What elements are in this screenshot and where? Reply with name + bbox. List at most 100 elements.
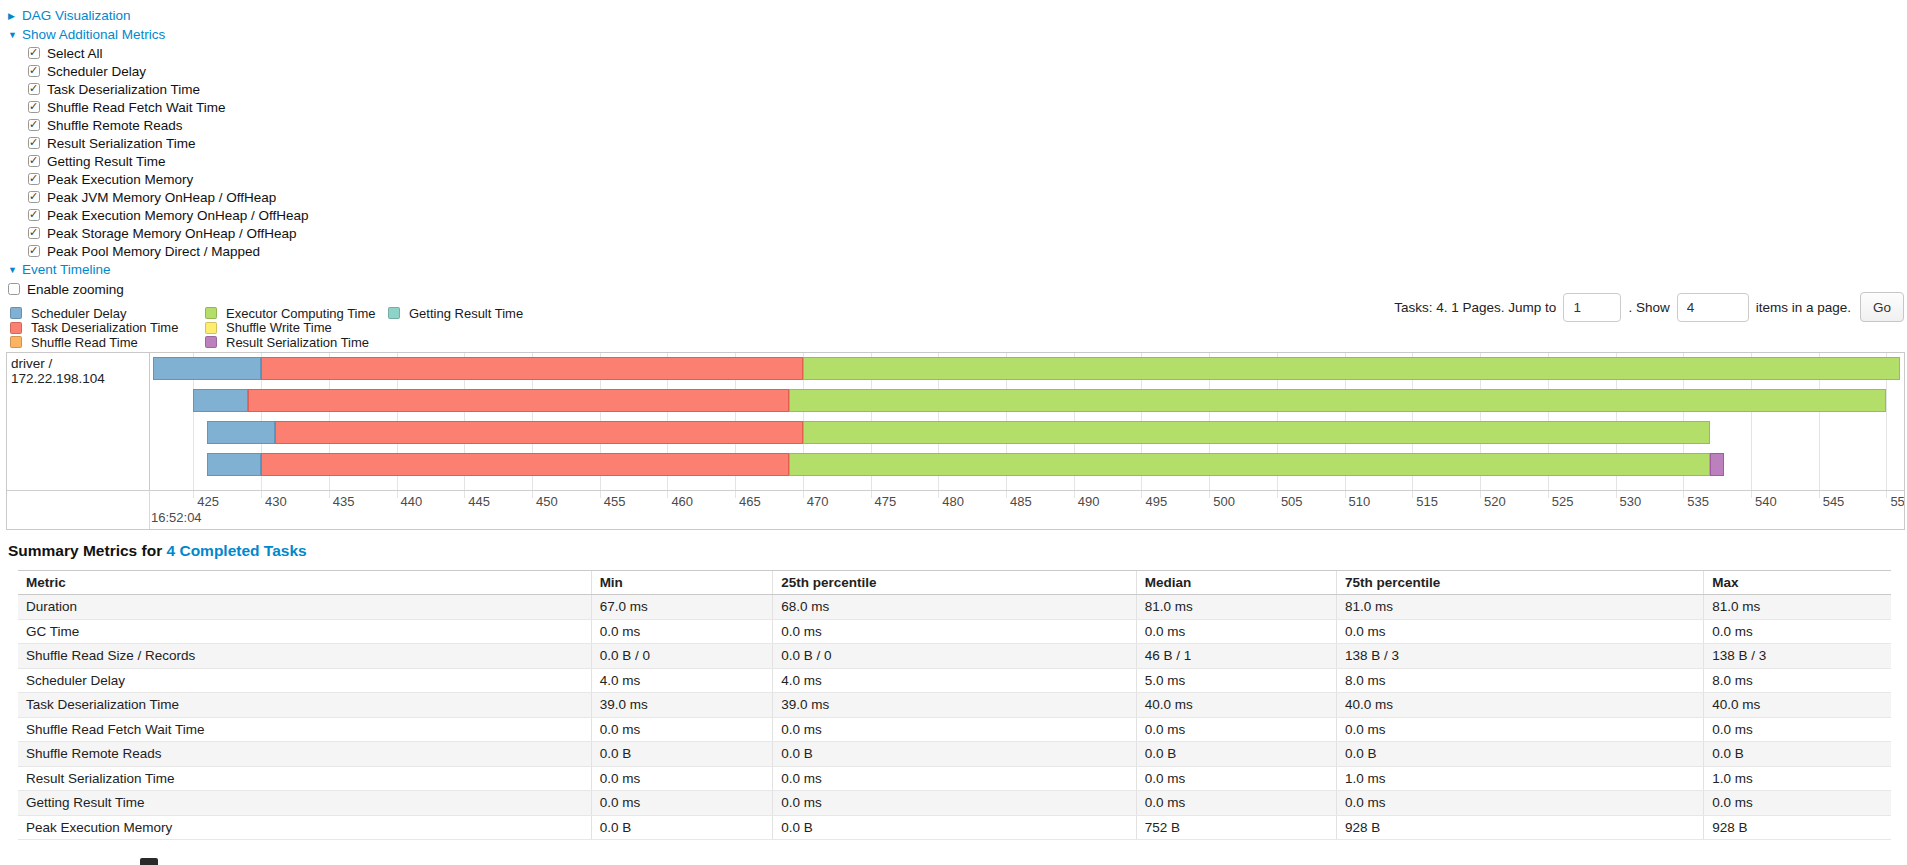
- task-bar-segment[interactable]: [261, 453, 789, 476]
- metric-checkbox[interactable]: [28, 173, 40, 185]
- show-text: . Show: [1628, 300, 1669, 315]
- task-bar-segment[interactable]: [789, 453, 1710, 476]
- timeline-legend: Scheduler DelayTask Deserialization Time…: [10, 306, 710, 350]
- column-header: Median: [1136, 571, 1336, 595]
- metric-value-cell: 0.0 B / 0: [591, 644, 773, 669]
- metric-value-cell: 0.0 ms: [1136, 717, 1336, 742]
- metric-checkbox[interactable]: [28, 245, 40, 257]
- axis-tick-label: 495: [1145, 494, 1167, 509]
- metric-value-cell: 0.0 B: [773, 742, 1136, 767]
- metric-value-cell: 928 B: [1337, 815, 1704, 840]
- column-header: 75th percentile: [1337, 571, 1704, 595]
- metric-value-cell: 0.0 B: [773, 815, 1136, 840]
- metric-checkbox[interactable]: [28, 209, 40, 221]
- axis-tick: [464, 491, 465, 498]
- legend-label: Task Deserialization Time: [31, 320, 178, 335]
- completed-tasks-link[interactable]: 4 Completed Tasks: [167, 542, 307, 559]
- task-bar-segment[interactable]: [207, 453, 261, 476]
- metric-checkbox[interactable]: [28, 101, 40, 113]
- legend-label: Result Serialization Time: [226, 335, 369, 350]
- legend-item: Shuffle Write Time: [205, 321, 376, 336]
- axis-tick: [1480, 491, 1481, 498]
- task-bar-segment[interactable]: [275, 421, 803, 444]
- event-timeline-toggle[interactable]: ▼ Event Timeline: [8, 260, 309, 279]
- event-timeline-chart: driver / 172.22.198.104 16:52:04 4254304…: [6, 352, 1905, 530]
- metric-value-cell: 0.0 ms: [773, 717, 1136, 742]
- metric-checkbox[interactable]: [28, 47, 40, 59]
- items-per-page-input[interactable]: [1677, 293, 1749, 322]
- column-header: Min: [591, 571, 773, 595]
- axis-tick-label: 545: [1823, 494, 1845, 509]
- task-bar-segment[interactable]: [261, 357, 803, 380]
- metric-checkbox-row: Task Deserialization Time: [28, 80, 309, 98]
- metric-value-cell: 81.0 ms: [1704, 595, 1891, 620]
- metric-checkbox[interactable]: [28, 191, 40, 203]
- metric-value-cell: 81.0 ms: [1136, 595, 1336, 620]
- metric-checkbox-label: Shuffle Read Fetch Wait Time: [47, 100, 226, 115]
- axis-tick: [803, 491, 804, 498]
- task-bar-segment[interactable]: [803, 357, 1900, 380]
- metric-checkbox-label: Scheduler Delay: [47, 64, 146, 79]
- chevron-right-icon: ▶: [8, 11, 22, 21]
- task-bar-segment[interactable]: [1710, 453, 1724, 476]
- task-bar-segment[interactable]: [803, 421, 1710, 444]
- legend-swatch-icon: [205, 322, 217, 334]
- legend-swatch-icon: [10, 307, 22, 319]
- task-bar-segment[interactable]: [153, 357, 261, 380]
- metric-value-cell: 40.0 ms: [1337, 693, 1704, 718]
- metric-checkbox[interactable]: [28, 83, 40, 95]
- metric-value-cell: 8.0 ms: [1704, 668, 1891, 693]
- metric-name-cell: Scheduler Delay: [18, 668, 591, 693]
- axis-tick-label: 550: [1890, 494, 1904, 509]
- metric-checkbox-label: Getting Result Time: [47, 154, 166, 169]
- metric-value-cell: 0.0 ms: [1136, 619, 1336, 644]
- task-bar-segment[interactable]: [193, 389, 247, 412]
- metric-checkbox-label: Peak Execution Memory: [47, 172, 193, 187]
- metric-value-cell: 67.0 ms: [591, 595, 773, 620]
- table-row: Shuffle Read Fetch Wait Time0.0 ms0.0 ms…: [18, 717, 1891, 742]
- metric-value-cell: 1.0 ms: [1337, 766, 1704, 791]
- axis-tick-label: 450: [536, 494, 558, 509]
- table-row: Result Serialization Time0.0 ms0.0 ms0.0…: [18, 766, 1891, 791]
- task-bar-segment[interactable]: [207, 421, 275, 444]
- legend-label: Getting Result Time: [409, 306, 523, 321]
- metric-value-cell: 752 B: [1136, 815, 1336, 840]
- legend-swatch-icon: [10, 322, 22, 334]
- table-row: Scheduler Delay4.0 ms4.0 ms5.0 ms8.0 ms8…: [18, 668, 1891, 693]
- dag-visualization-toggle[interactable]: ▶ DAG Visualization: [8, 6, 309, 25]
- enable-zooming-checkbox[interactable]: [8, 283, 20, 295]
- metric-checkbox[interactable]: [28, 227, 40, 239]
- column-header: Metric: [18, 571, 591, 595]
- metric-value-cell: 0.0 B: [1136, 742, 1336, 767]
- task-bar-segment[interactable]: [248, 389, 790, 412]
- column-header: 25th percentile: [773, 571, 1136, 595]
- metric-checkbox-label: Peak Execution Memory OnHeap / OffHeap: [47, 208, 309, 223]
- go-button[interactable]: Go: [1860, 292, 1904, 322]
- metric-checkbox-label: Result Serialization Time: [47, 136, 196, 151]
- jump-to-page-input[interactable]: [1563, 293, 1621, 322]
- metric-value-cell: 0.0 ms: [591, 791, 773, 816]
- task-bar-segment[interactable]: [789, 389, 1886, 412]
- metric-value-cell: 0.0 B: [591, 815, 773, 840]
- legend-column: Executor Computing TimeShuffle Write Tim…: [205, 306, 376, 350]
- metric-checkbox-row: Peak Pool Memory Direct / Mapped: [28, 242, 309, 260]
- metric-value-cell: 0.0 ms: [1136, 766, 1336, 791]
- timeline-plot-area[interactable]: [150, 353, 1904, 490]
- axis-tick: [938, 491, 939, 498]
- metric-value-cell: 0.0 ms: [1337, 619, 1704, 644]
- metric-checkbox[interactable]: [28, 65, 40, 77]
- legend-column: Scheduler DelayTask Deserialization Time…: [10, 306, 178, 350]
- legend-swatch-icon: [10, 336, 22, 348]
- axis-tick-label: 425: [197, 494, 219, 509]
- show-additional-metrics-toggle[interactable]: ▼ Show Additional Metrics: [8, 25, 309, 44]
- metric-checkbox[interactable]: [28, 155, 40, 167]
- task-pagination: Tasks: 4. 1 Pages. Jump to . Show items …: [1394, 290, 1904, 324]
- summary-metrics-table: MetricMin25th percentileMedian75th perce…: [18, 570, 1891, 840]
- metric-value-cell: 4.0 ms: [591, 668, 773, 693]
- metric-checkbox[interactable]: [28, 119, 40, 131]
- table-row: Shuffle Read Size / Records0.0 B / 00.0 …: [18, 644, 1891, 669]
- legend-item: Result Serialization Time: [205, 335, 376, 350]
- metric-checkbox[interactable]: [28, 137, 40, 149]
- metric-value-cell: 0.0 ms: [591, 766, 773, 791]
- table-row: Peak Execution Memory0.0 B0.0 B752 B928 …: [18, 815, 1891, 840]
